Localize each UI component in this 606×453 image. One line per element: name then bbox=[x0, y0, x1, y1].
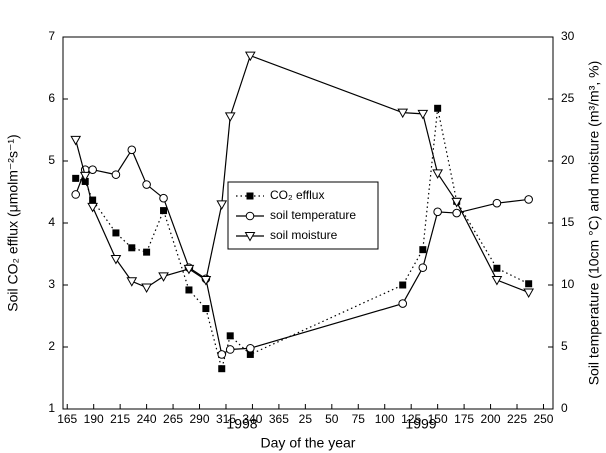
marker-square bbox=[419, 246, 427, 254]
legend-label: soil temperature bbox=[270, 208, 356, 222]
marker-square bbox=[399, 281, 407, 289]
x-tick-label: 240 bbox=[137, 412, 157, 426]
marker-circle bbox=[71, 190, 80, 199]
x-tick-label: 225 bbox=[507, 412, 527, 426]
x-tick-label: 315 bbox=[216, 412, 236, 426]
marker-square bbox=[202, 305, 210, 313]
marker-square bbox=[160, 207, 168, 215]
series-line bbox=[75, 108, 529, 372]
marker-circle bbox=[418, 263, 428, 272]
marker-triangle bbox=[126, 277, 138, 287]
marker-square bbox=[525, 280, 533, 288]
y2-tick-label: 5 bbox=[561, 339, 568, 353]
marker-triangle bbox=[451, 197, 463, 208]
y-tick-label: 2 bbox=[48, 339, 55, 353]
marker-circle bbox=[524, 195, 533, 204]
marker-square bbox=[185, 286, 193, 294]
marker-triangle bbox=[216, 200, 228, 210]
marker-square bbox=[493, 264, 501, 272]
marker-circle bbox=[127, 145, 137, 155]
marker-square bbox=[81, 177, 89, 185]
y2-tick-label: 0 bbox=[561, 401, 568, 415]
marker-square bbox=[89, 196, 97, 204]
marker-square bbox=[218, 365, 226, 373]
year-annotation: 1999 bbox=[405, 416, 436, 432]
y2-axis-label: Soil temperature (10cm °C) and moisture … bbox=[586, 61, 602, 386]
marker-triangle bbox=[417, 109, 429, 120]
marker-square bbox=[226, 332, 234, 340]
marker-triangle bbox=[491, 276, 503, 286]
marker-triangle bbox=[110, 254, 122, 265]
y-tick-label: 6 bbox=[48, 91, 55, 105]
marker-circle bbox=[159, 193, 168, 203]
y2-tick-label: 20 bbox=[561, 153, 575, 167]
marker-triangle bbox=[432, 169, 443, 179]
marker-triangle bbox=[244, 51, 256, 62]
x-axis-label: Day of the year bbox=[261, 435, 356, 451]
x-tick-label: 250 bbox=[533, 412, 553, 426]
marker-circle bbox=[142, 180, 151, 189]
marker-triangle bbox=[244, 232, 256, 242]
marker-triangle bbox=[158, 272, 169, 282]
x-tick-label: 200 bbox=[481, 412, 501, 426]
x-tick-label: 125 bbox=[401, 412, 421, 426]
marker-triangle bbox=[200, 276, 212, 286]
marker-triangle bbox=[224, 112, 236, 122]
marker-triangle bbox=[70, 135, 82, 146]
marker-square bbox=[128, 244, 136, 252]
x-tick-label: 190 bbox=[84, 412, 104, 426]
y-tick-label: 4 bbox=[48, 215, 55, 229]
marker-circle bbox=[433, 207, 442, 217]
x-tick-label: 25 bbox=[299, 412, 313, 426]
marker-triangle bbox=[87, 202, 98, 213]
x-tick-label: 50 bbox=[325, 412, 339, 426]
marker-square bbox=[72, 174, 80, 182]
marker-square bbox=[143, 248, 151, 256]
marker-circle bbox=[245, 211, 255, 221]
marker-circle bbox=[111, 170, 121, 179]
marker-square bbox=[246, 192, 254, 200]
y-axis-label: Soil CO₂ efflux (μmolm⁻²s⁻¹) bbox=[5, 134, 21, 311]
marker-circle bbox=[246, 343, 255, 353]
y-tick-label: 5 bbox=[48, 153, 55, 167]
legend-label: soil moisture bbox=[270, 228, 338, 242]
x-tick-label: 365 bbox=[269, 412, 289, 426]
marker-circle bbox=[492, 198, 502, 208]
y-tick-label: 7 bbox=[48, 29, 55, 43]
marker-triangle bbox=[141, 283, 152, 293]
x-tick-label: 75 bbox=[352, 412, 366, 426]
x-tick-label: 290 bbox=[190, 412, 210, 426]
x-tick-label: 215 bbox=[110, 412, 130, 426]
x-tick-label: 265 bbox=[163, 412, 183, 426]
marker-square bbox=[112, 229, 120, 237]
series-line bbox=[75, 54, 529, 293]
marker-triangle bbox=[397, 108, 409, 119]
y2-tick-label: 10 bbox=[561, 277, 575, 291]
marker-circle bbox=[452, 208, 461, 218]
marker-circle bbox=[225, 345, 235, 354]
y2-tick-label: 30 bbox=[561, 29, 575, 43]
year-annotation: 1998 bbox=[226, 416, 257, 432]
marker-circle bbox=[88, 165, 97, 174]
x-tick-label: 165 bbox=[57, 412, 77, 426]
legend-label: CO₂ efflux bbox=[270, 188, 324, 202]
marker-circle bbox=[398, 299, 408, 308]
y2-tick-label: 15 bbox=[561, 215, 575, 229]
marker-square bbox=[246, 350, 254, 358]
y2-tick-label: 25 bbox=[561, 91, 575, 105]
x-tick-label: 100 bbox=[375, 412, 395, 426]
marker-triangle bbox=[523, 288, 535, 298]
marker-triangle bbox=[183, 264, 195, 275]
marker-square bbox=[434, 104, 442, 112]
x-tick-label: 150 bbox=[428, 412, 448, 426]
y-tick-label: 1 bbox=[48, 401, 55, 415]
x-tick-label: 340 bbox=[242, 412, 262, 426]
marker-circle bbox=[217, 350, 227, 359]
y-tick-label: 3 bbox=[48, 277, 55, 291]
x-tick-label: 175 bbox=[454, 412, 474, 426]
marker-triangle bbox=[79, 171, 91, 182]
